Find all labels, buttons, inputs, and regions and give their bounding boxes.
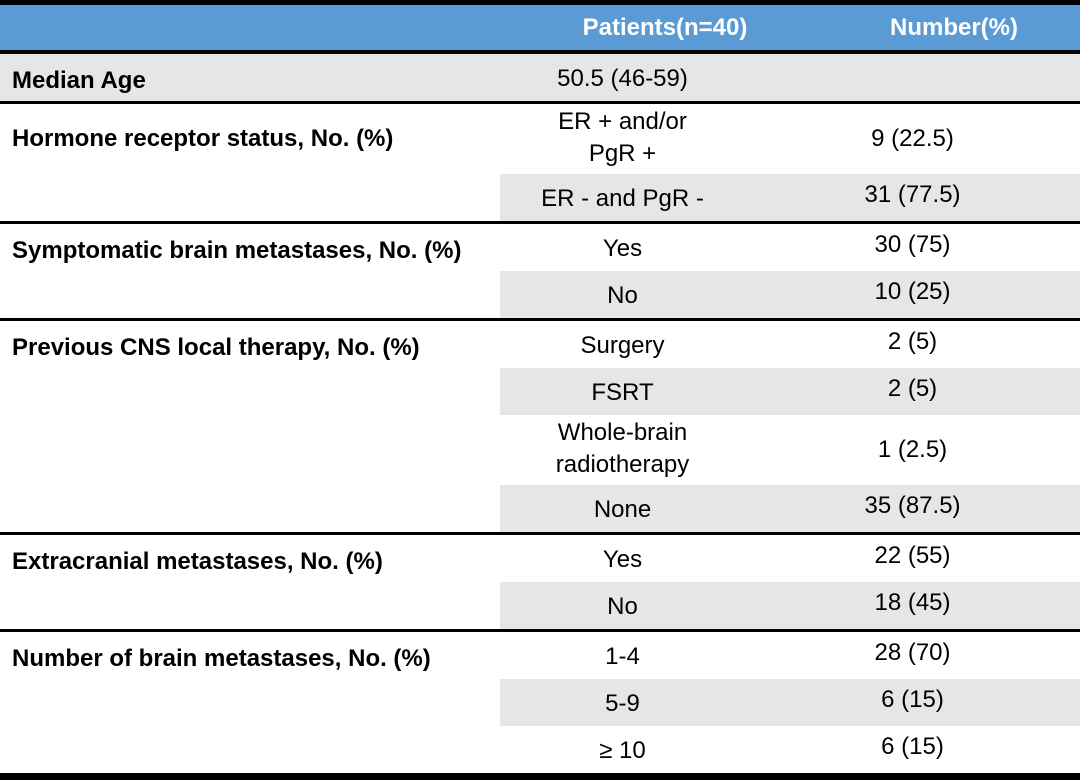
section-hormone-receptor-status: Hormone receptor status, No. (%) ER + an…	[0, 101, 1080, 221]
table-row: ER - and PgR - 31 (77.5)	[0, 174, 1080, 221]
row-number-cell: 10 (25)	[874, 277, 951, 305]
table-row: FSRT 2 (5)	[0, 368, 1080, 415]
row-category-label	[0, 368, 500, 415]
row-number-cell: 30 (75)	[874, 230, 951, 258]
row-value-cell: 50.5 (46-59)	[557, 65, 688, 92]
row-number-cell: 18 (45)	[874, 588, 951, 616]
row-category-label: Extracranial metastases, No. (%)	[12, 548, 383, 575]
row-value-cell: ER + and/or PgR +	[558, 108, 687, 167]
row-value-cell: Surgery	[580, 332, 665, 359]
row-value-cell: No	[607, 282, 638, 309]
row-value-cell: 5-9	[605, 690, 640, 717]
row-category-label: Previous CNS local therapy, No. (%)	[12, 334, 420, 361]
row-number-cell: 31 (77.5)	[864, 180, 961, 208]
section-number-of-brain-metastases: Number of brain metastases, No. (%) 1-4 …	[0, 629, 1080, 773]
table-row: Number of brain metastases, No. (%) 1-4 …	[0, 632, 1080, 679]
header-patients-column: Patients(n=40)	[582, 13, 748, 41]
section-symptomatic-brain-metastases: Symptomatic brain metastases, No. (%) Ye…	[0, 221, 1080, 318]
header-number-column: Number(%)	[889, 13, 1018, 41]
table-row: ≥ 10 6 (15)	[0, 726, 1080, 773]
row-number-cell: 1 (2.5)	[877, 436, 948, 463]
row-category-label	[0, 174, 500, 221]
row-category-label: Symptomatic brain metastases, No. (%)	[12, 237, 462, 264]
row-number-cell: 6 (15)	[881, 685, 944, 713]
section-extracranial-metastases: Extracranial metastases, No. (%) Yes 22 …	[0, 532, 1080, 629]
row-category-label	[0, 415, 500, 485]
row-category-label: Median Age	[12, 67, 146, 94]
row-value-cell: Yes	[602, 235, 643, 262]
row-number-cell	[745, 54, 1080, 101]
table-row: Extracranial metastases, No. (%) Yes 22 …	[0, 535, 1080, 582]
row-number-cell: 9 (22.5)	[871, 125, 954, 152]
row-number-cell: 28 (70)	[874, 638, 951, 666]
table-row: Median Age 50.5 (46-59)	[0, 54, 1080, 101]
table-row: No 10 (25)	[0, 271, 1080, 318]
row-category-label	[0, 679, 500, 726]
row-category-label	[0, 271, 500, 318]
section-previous-cns-local-therapy: Previous CNS local therapy, No. (%) Surg…	[0, 318, 1080, 532]
table-row: Symptomatic brain metastases, No. (%) Ye…	[0, 224, 1080, 271]
row-value-cell: No	[607, 593, 638, 620]
row-category-label	[0, 582, 500, 629]
row-category-label	[0, 485, 500, 532]
row-value-cell: ≥ 10	[599, 737, 646, 764]
table-row: Hormone receptor status, No. (%) ER + an…	[0, 104, 1080, 174]
row-number-cell: 6 (15)	[881, 732, 944, 760]
row-category-label	[0, 726, 500, 773]
row-category-label: Hormone receptor status, No. (%)	[12, 125, 394, 152]
row-value-cell: Yes	[602, 546, 643, 573]
table-row: 5-9 6 (15)	[0, 679, 1080, 726]
section-median-age: Median Age 50.5 (46-59)	[0, 54, 1080, 101]
table-header-row: Patients(n=40) Number(%)	[0, 5, 1080, 54]
row-value-cell: FSRT	[591, 379, 654, 406]
row-number-cell: 2 (5)	[887, 327, 938, 355]
row-value-cell: 1-4	[605, 643, 640, 670]
row-number-cell: 35 (87.5)	[864, 491, 961, 519]
row-number-cell: 22 (55)	[874, 541, 951, 569]
row-category-label: Number of brain metastases, No. (%)	[12, 645, 431, 672]
row-value-cell: ER - and PgR -	[541, 185, 704, 212]
table-row: Whole-brain radiotherapy 1 (2.5)	[0, 415, 1080, 485]
row-number-cell: 2 (5)	[887, 374, 938, 402]
table-row: None 35 (87.5)	[0, 485, 1080, 532]
row-value-cell: None	[593, 496, 652, 523]
row-value-cell: Whole-brain radiotherapy	[555, 419, 690, 478]
table-row: Previous CNS local therapy, No. (%) Surg…	[0, 321, 1080, 368]
table-row: No 18 (45)	[0, 582, 1080, 629]
